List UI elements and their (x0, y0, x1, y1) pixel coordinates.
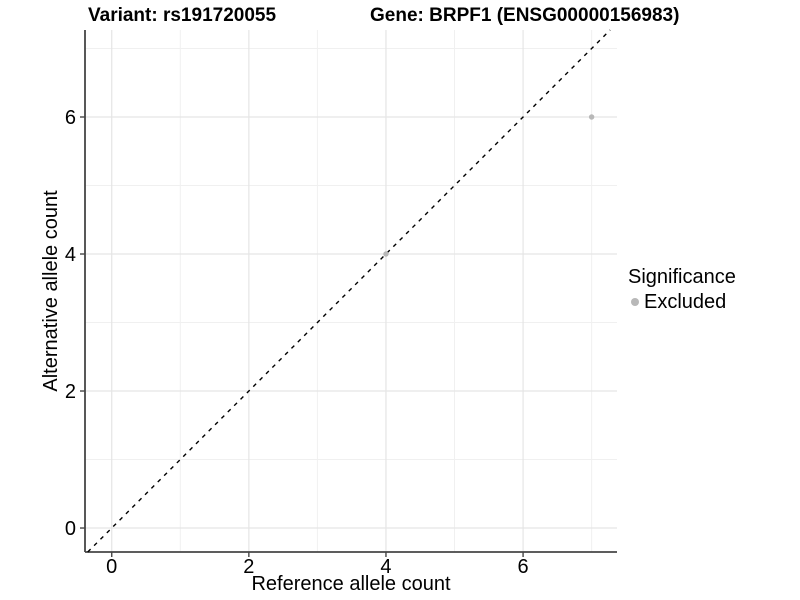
y-tick-label: 0 (65, 518, 76, 540)
x-tick-label: 6 (518, 556, 529, 578)
legend-item-label: Excluded (644, 291, 727, 313)
x-tick-label: 4 (380, 556, 391, 578)
data-point (588, 114, 595, 120)
y-tick-label: 4 (65, 244, 76, 266)
legend-item-excluded: Excluded (628, 291, 736, 313)
y-tick-label: 6 (65, 107, 76, 129)
legend: Significance Excluded (628, 266, 736, 313)
legend-point-icon (631, 298, 639, 306)
plot-title-gene: Gene: BRPF1 (ENSG00000156983) (370, 5, 680, 26)
legend-title: Significance (628, 266, 736, 288)
data-point (383, 251, 389, 257)
x-axis-title: Reference allele count (251, 573, 450, 595)
plot-title-variant: Variant: rs191720055 (88, 5, 277, 26)
y-axis-title: Alternative allele count (40, 190, 62, 392)
y-tick-label: 2 (65, 381, 76, 403)
identity-line (87, 29, 611, 553)
x-tick-label: 2 (243, 556, 254, 578)
x-tick-label: 0 (106, 556, 117, 578)
